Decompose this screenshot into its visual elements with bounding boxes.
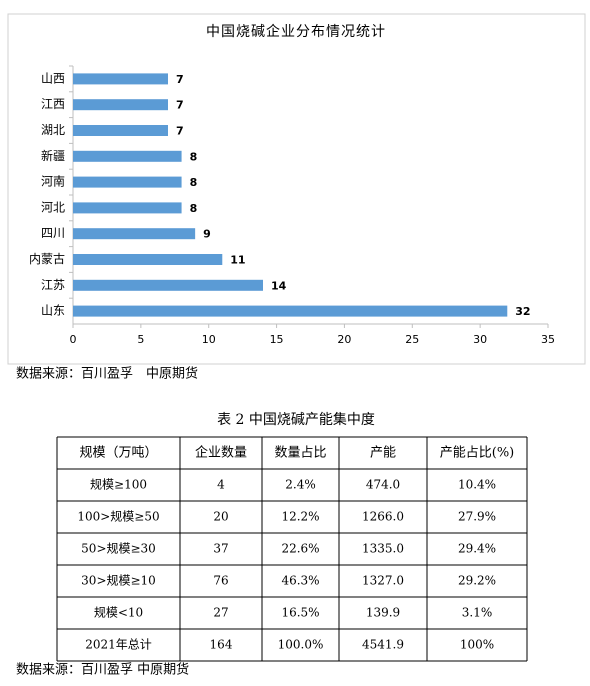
table-title: 表 2 中国烧碱产能集中度 xyxy=(217,411,375,428)
chart-source: 数据来源：百川盈孚 中原期货 xyxy=(16,366,198,382)
table-cell: 29.2% xyxy=(458,574,496,588)
table-cell: 1327.0 xyxy=(362,574,404,588)
y-tick-label: 湖北 xyxy=(41,122,65,137)
table-cell: 1335.0 xyxy=(362,542,404,556)
x-tick-label: 25 xyxy=(405,333,419,346)
data-label: 8 xyxy=(190,202,198,215)
table-cell: 30>规模≥10 xyxy=(81,573,156,588)
y-tick-label: 四川 xyxy=(41,226,65,240)
bar xyxy=(73,150,182,162)
x-tick-label: 15 xyxy=(270,333,284,346)
data-label: 8 xyxy=(190,176,198,189)
data-label: 7 xyxy=(176,73,184,86)
table-cell: 4541.9 xyxy=(362,638,404,652)
chart-frame xyxy=(7,13,586,365)
data-label: 9 xyxy=(203,228,211,241)
table-cell: 规模≥100 xyxy=(90,477,147,492)
bar xyxy=(73,228,196,240)
bar xyxy=(73,99,168,111)
table-cell: 16.5% xyxy=(281,606,319,620)
bar xyxy=(73,254,223,265)
y-tick-label: 江苏 xyxy=(41,278,65,292)
table-cell: 27.9% xyxy=(458,510,496,524)
table-cell: 规模<10 xyxy=(94,605,143,620)
y-tick-label: 河南 xyxy=(41,174,65,189)
bar xyxy=(73,125,168,136)
x-tick-label: 10 xyxy=(202,333,216,346)
table-cell: 46.3% xyxy=(281,574,319,588)
table-cell: 474.0 xyxy=(366,478,400,492)
table-cell: 76 xyxy=(213,574,228,588)
bar xyxy=(73,73,168,85)
data-label: 11 xyxy=(230,254,245,267)
table-cell: 37 xyxy=(213,542,228,556)
x-tick-label: 35 xyxy=(541,333,555,346)
table-cell: 2.4% xyxy=(285,478,316,492)
table-cell: 100% xyxy=(460,638,494,652)
data-label: 14 xyxy=(271,279,287,292)
table-cell: 企业数量 xyxy=(195,445,247,461)
x-tick-label: 5 xyxy=(137,333,144,346)
chart-title: 中国烧碱企业分布情况统计 xyxy=(206,23,386,40)
data-label: 8 xyxy=(190,150,198,163)
x-tick-label: 30 xyxy=(473,333,487,346)
table-cell: 100.0% xyxy=(278,638,324,652)
table-cell: 10.4% xyxy=(458,478,496,492)
table-cell: 100>规模≥50 xyxy=(77,509,159,524)
table-cell: 1266.0 xyxy=(362,510,404,524)
y-tick-label: 河北 xyxy=(41,200,65,214)
table-cell: 产能占比(%) xyxy=(440,446,515,461)
table-cell: 3.1% xyxy=(462,606,493,620)
table-cell: 4 xyxy=(217,478,225,492)
table-cell: 数量占比 xyxy=(274,446,326,461)
table-cell: 164 xyxy=(210,638,233,652)
y-tick-label: 新疆 xyxy=(41,148,65,163)
table-cell: 27 xyxy=(213,606,228,620)
bar xyxy=(73,279,263,291)
table-cell: 2021年总计 xyxy=(85,638,152,652)
bar xyxy=(73,202,182,214)
table-cell: 139.9 xyxy=(366,606,400,620)
data-label: 7 xyxy=(176,125,184,138)
y-tick-label: 江西 xyxy=(41,97,65,111)
data-label: 32 xyxy=(515,305,530,318)
table-cell: 12.2% xyxy=(281,510,319,524)
data-label: 7 xyxy=(176,99,184,112)
table-cell: 29.4% xyxy=(458,542,496,556)
bar xyxy=(73,176,182,188)
y-tick-label: 内蒙古 xyxy=(29,251,65,266)
x-tick-label: 0 xyxy=(70,333,77,346)
table-source: 数据来源：百川盈孚 中原期货 xyxy=(16,662,189,678)
y-tick-label: 山西 xyxy=(41,71,65,85)
table-cell: 50>规模≥30 xyxy=(81,541,156,556)
y-tick-label: 山东 xyxy=(41,304,65,318)
table-cell: 20 xyxy=(213,510,228,524)
table-cell: 22.6% xyxy=(281,542,319,556)
table-cell: 产能 xyxy=(370,446,396,461)
bar xyxy=(73,305,508,317)
x-tick-label: 20 xyxy=(337,333,351,346)
table-cell: 规模（万吨） xyxy=(79,446,157,461)
